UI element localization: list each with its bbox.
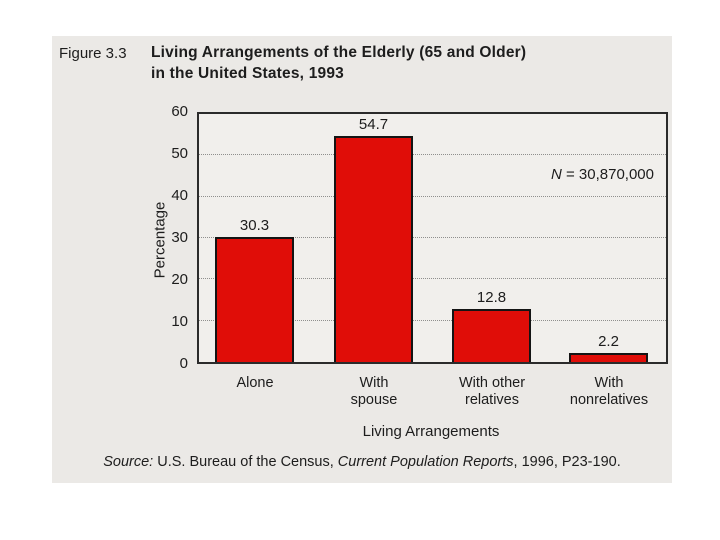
figure-panel: Figure 3.3 Living Arrangements of the El… xyxy=(52,36,672,483)
y-tick-label: 10 xyxy=(171,313,188,330)
y-tick-label: 20 xyxy=(171,271,188,288)
x-axis-title: Living Arrangements xyxy=(362,423,500,440)
x-label-alone: Alone xyxy=(190,375,320,392)
figure-number: Figure 3.3 xyxy=(59,45,127,62)
figure-title: Living Arrangements of the Elderly (65 a… xyxy=(151,42,526,84)
x-label-with-other-relatives: With other relatives xyxy=(427,375,557,409)
bar-value-label: 2.2 xyxy=(598,332,619,350)
gridline xyxy=(199,319,666,321)
source-work-title: Current Population Reports xyxy=(337,454,514,470)
source-prefix: Source: xyxy=(103,454,154,470)
bar-with-nonrelatives xyxy=(569,352,648,362)
x-label-line: With xyxy=(359,375,389,391)
y-tick-label: 30 xyxy=(171,229,188,246)
bar-group-with-spouse: 54.7 xyxy=(334,114,413,362)
figure-title-line2: in the United States, 1993 xyxy=(151,65,344,82)
bar-alone xyxy=(215,236,294,362)
x-label-with-spouse: With spouse xyxy=(309,375,439,409)
x-label-line: nonrelatives xyxy=(569,392,649,408)
figure-title-line1: Living Arrangements of the Elderly (65 a… xyxy=(151,44,527,61)
bar-with-other-relatives xyxy=(452,309,531,362)
gridline xyxy=(199,278,666,280)
chart-plot-area: N = 30,870,000 30.3 54.7 12.8 2.2 xyxy=(197,112,668,364)
bar-with-spouse xyxy=(334,135,413,362)
bar-group-alone: 30.3 xyxy=(215,114,294,362)
x-label-line: With xyxy=(594,375,624,391)
bar-value-label: 54.7 xyxy=(358,115,389,133)
bar-value-label: 30.3 xyxy=(239,216,270,234)
bar-group-with-nonrelatives: 2.2 xyxy=(569,114,648,362)
y-tick-labels: 0 10 20 30 40 50 60 xyxy=(143,36,193,483)
source-note: Source: U.S. Bureau of the Census, Curre… xyxy=(52,454,672,470)
x-label-line: Alone xyxy=(236,375,274,391)
y-tick-label: 50 xyxy=(171,145,188,162)
gridline xyxy=(199,237,666,238)
x-label-line: spouse xyxy=(350,392,398,408)
gridlines xyxy=(199,114,666,362)
x-label-line: relatives xyxy=(465,392,519,408)
sample-size-annotation: N = 30,870,000 xyxy=(551,166,654,183)
source-suffix: , 1996, P23-190. xyxy=(513,454,621,470)
x-label-with-nonrelatives: With nonrelatives xyxy=(544,375,674,409)
y-tick-label: 40 xyxy=(171,187,188,204)
gridline xyxy=(199,154,666,156)
y-tick-label: 60 xyxy=(171,103,188,120)
source-body: U.S. Bureau of the Census, xyxy=(153,454,338,470)
bar-value-label: 12.8 xyxy=(476,289,507,307)
x-label-line: With other xyxy=(458,375,526,391)
annotation-value: = 30,870,000 xyxy=(561,166,654,183)
bar-group-with-other-relatives: 12.8 xyxy=(452,114,531,362)
y-tick-label: 0 xyxy=(179,355,188,372)
annotation-n-symbol: N xyxy=(550,166,562,183)
gridline xyxy=(199,195,666,197)
